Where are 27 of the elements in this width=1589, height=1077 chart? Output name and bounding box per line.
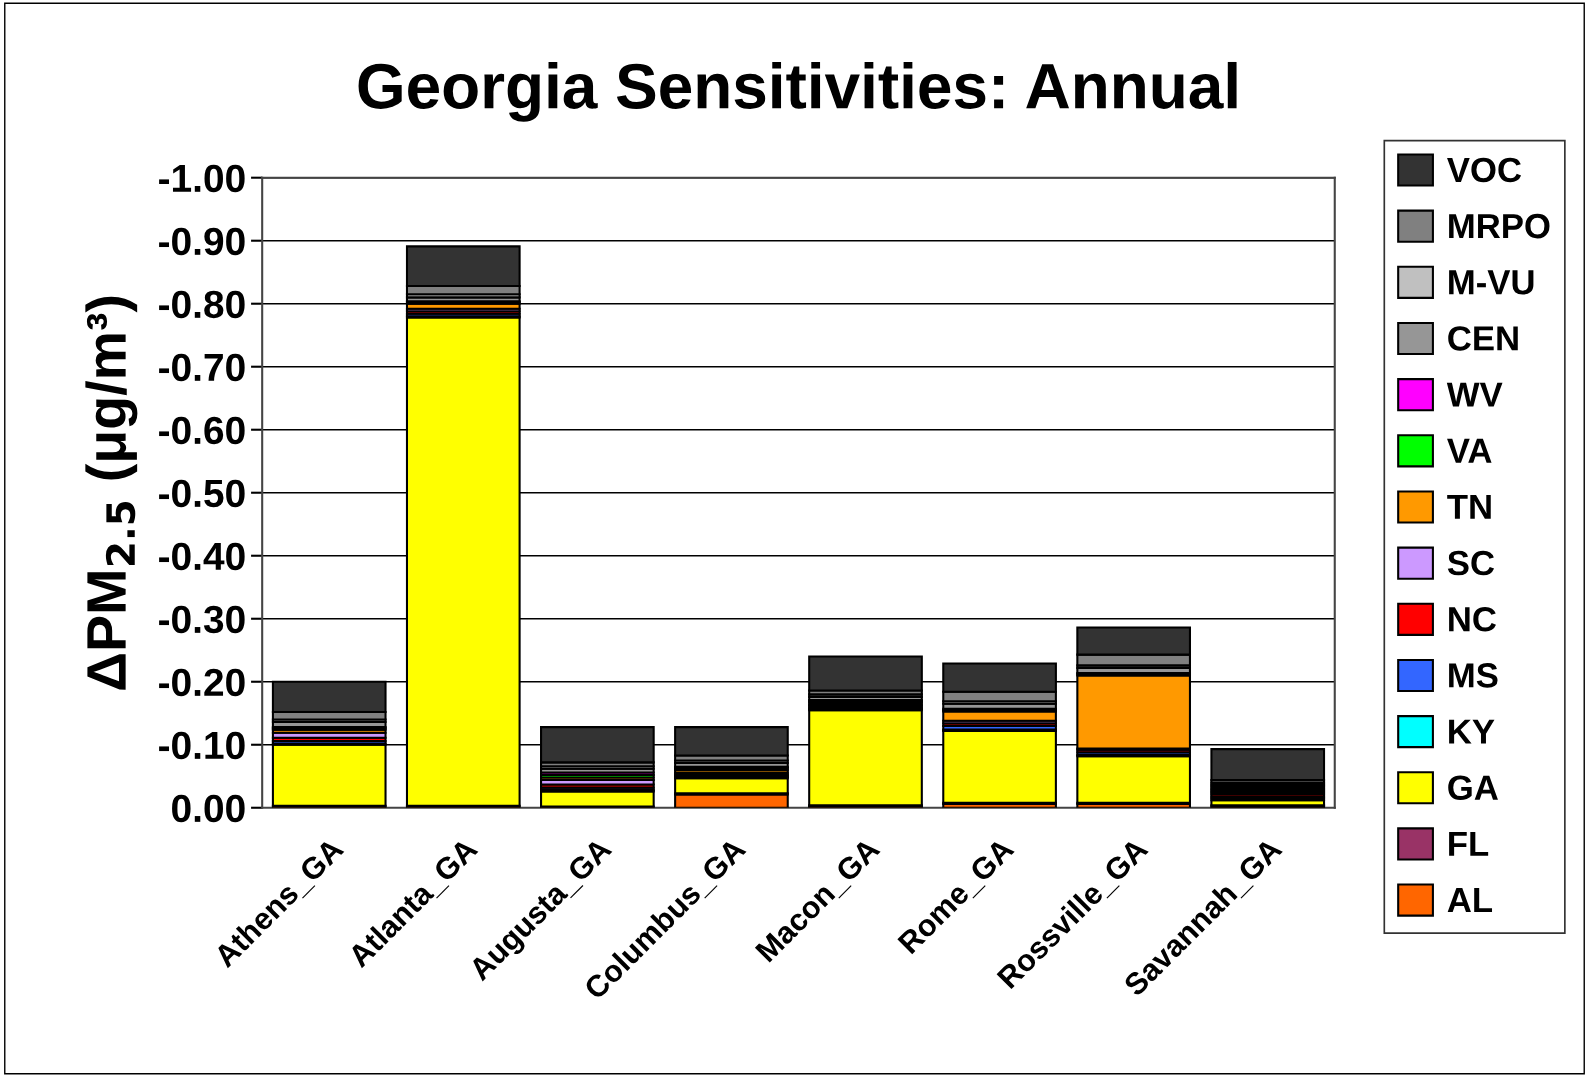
legend-label: AL xyxy=(1447,888,1493,912)
y-tick-label: -0.60 xyxy=(159,416,245,445)
y-tick-label: -0.30 xyxy=(159,605,245,634)
legend-label: CEN xyxy=(1448,326,1518,351)
legend-label: NC xyxy=(1449,606,1496,632)
legend-label: WV xyxy=(1446,382,1503,407)
legend-label: VA xyxy=(1447,438,1492,463)
chart-title: Georgia Sensitivities: Annual xyxy=(358,61,1237,122)
y-tick-label: 0.00 xyxy=(172,794,245,823)
y-axis-title: ΔPM$_{2.5}$ (μg/m³) xyxy=(85,296,138,690)
y-tick-label: -0.50 xyxy=(159,479,245,508)
y-tick-label: -0.10 xyxy=(159,731,245,760)
legend-label: SC xyxy=(1447,550,1495,576)
legend-label: M-VU xyxy=(1449,270,1534,295)
y-tick-label: -0.70 xyxy=(159,353,245,382)
legend-label: VOC xyxy=(1447,157,1522,183)
legend-label: TN xyxy=(1447,494,1491,519)
y-tick-label: -0.20 xyxy=(159,668,245,697)
legend-label: FL xyxy=(1449,831,1489,856)
legend-label: KY xyxy=(1449,719,1495,744)
y-tick-label: -1.00 xyxy=(159,164,245,193)
legend-label: GA xyxy=(1448,775,1498,801)
y-tick-label: -0.90 xyxy=(159,227,245,256)
y-tick-label: -0.40 xyxy=(159,542,245,571)
legend-label: MS xyxy=(1449,663,1498,688)
legend-label: MRPO xyxy=(1449,213,1550,239)
y-tick-label: -0.80 xyxy=(159,290,245,319)
